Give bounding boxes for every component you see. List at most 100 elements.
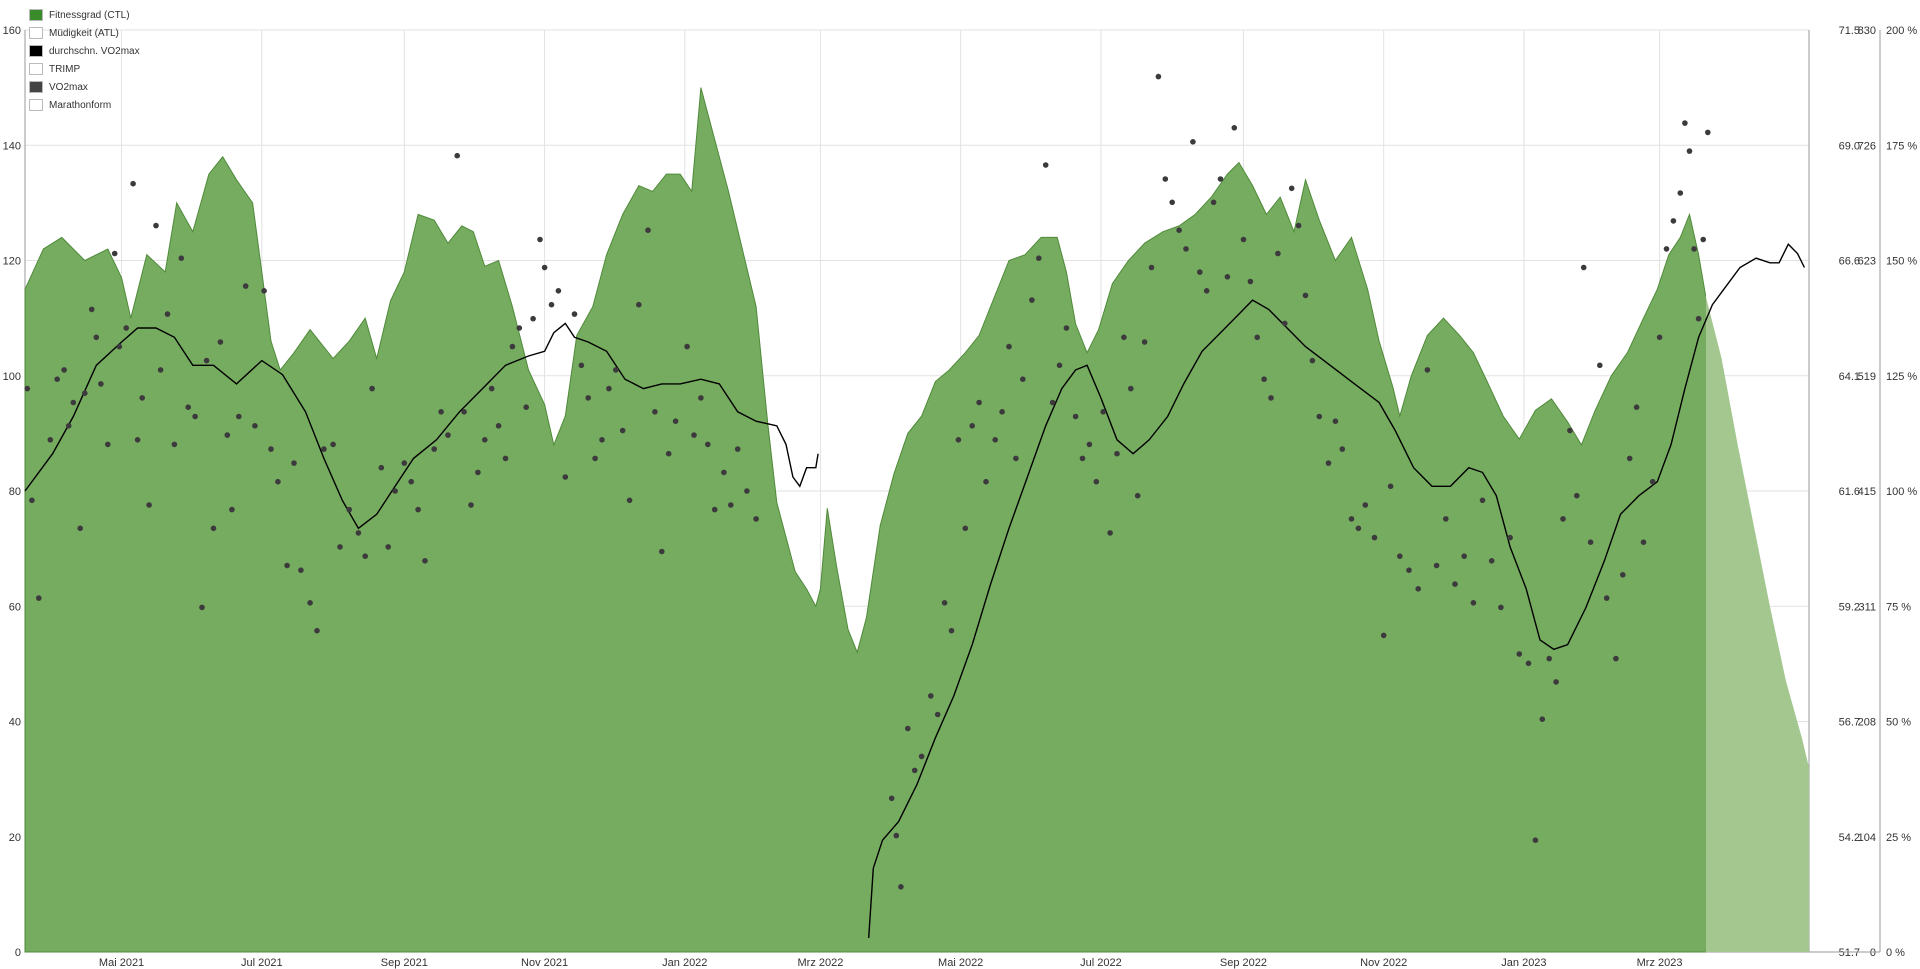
vo2max-point xyxy=(1705,129,1711,136)
legend-item-ctl[interactable]: Fitnessgrad (CTL) xyxy=(29,6,140,24)
vo2max-point xyxy=(1107,530,1113,536)
vo2max-point xyxy=(82,390,88,397)
vo2max-point xyxy=(888,795,895,802)
vo2max-point xyxy=(1452,581,1458,587)
vo2max-point xyxy=(1063,325,1070,331)
vo2max-point xyxy=(592,455,598,462)
vo2max-point xyxy=(482,437,488,443)
vo2max-point xyxy=(1128,385,1134,392)
vo2max-point xyxy=(36,595,42,601)
y-right-vo2max-tick-label: 66.6 xyxy=(1839,256,1860,268)
vo2max-point xyxy=(1029,297,1035,303)
vo2max-point xyxy=(1162,176,1169,182)
vo2max-point xyxy=(1546,655,1552,662)
ctl-area xyxy=(24,87,1707,953)
green-square-icon xyxy=(29,9,43,21)
y-left-tick-label: 60 xyxy=(9,601,21,613)
vo2max-point xyxy=(54,376,60,383)
vo2max-point xyxy=(728,502,734,508)
vo2max-point xyxy=(1190,139,1196,145)
vo2max-point xyxy=(1316,413,1323,420)
vo2max-point xyxy=(1479,497,1486,504)
vo2max-point xyxy=(523,404,529,411)
vo2max-point xyxy=(1380,632,1387,639)
vo2max-point xyxy=(1443,516,1449,522)
vo2max-point xyxy=(698,395,704,401)
vo2max-point xyxy=(445,432,451,438)
vo2max-point xyxy=(236,413,242,420)
legend-item-atl[interactable]: Müdigkeit (ATL) xyxy=(29,24,140,42)
vo2max-point xyxy=(541,264,548,271)
y-right-trimp-tick-label: 519 xyxy=(1858,371,1876,383)
vo2max-point xyxy=(438,409,444,415)
vo2max-point xyxy=(134,437,141,443)
vo2max-point xyxy=(928,693,934,699)
vo2max-point xyxy=(1539,716,1546,722)
vo2max-point xyxy=(555,288,562,294)
vo2max-point xyxy=(744,488,750,494)
vo2max-point xyxy=(1169,199,1175,206)
vo2max-point xyxy=(1397,553,1403,559)
vo2max-point xyxy=(948,627,955,634)
vo2max-point xyxy=(217,339,224,345)
vo2max-point xyxy=(116,343,123,350)
vo2max-point xyxy=(284,562,290,569)
vo2max-point xyxy=(1700,236,1706,243)
dark-square-icon xyxy=(29,81,43,93)
vo2max-point xyxy=(401,460,408,466)
vo2max-point xyxy=(1424,367,1431,373)
vo2max-point xyxy=(502,455,509,462)
vo2max-point xyxy=(1649,478,1656,485)
y-left-tick-label: 140 xyxy=(3,140,21,152)
vo2max-point xyxy=(369,385,375,392)
vo2max-point xyxy=(199,604,205,611)
vo2max-point xyxy=(1553,679,1559,685)
vo2max-point xyxy=(1282,320,1288,327)
vo2max-point xyxy=(1488,558,1495,564)
vo2max-point xyxy=(1362,502,1369,508)
white-square-icon xyxy=(29,63,43,75)
legend-label: Müdigkeit (ATL) xyxy=(49,27,119,39)
vo2max-point xyxy=(261,288,267,294)
x-tick-label: Sep 2022 xyxy=(1220,957,1267,969)
vo2max-point xyxy=(955,437,962,443)
y-left-tick-label: 40 xyxy=(9,717,21,729)
vo2max-point xyxy=(1295,222,1302,229)
vo2max-point xyxy=(619,427,626,434)
x-tick-label: Nov 2021 xyxy=(521,957,568,969)
vo2max-point xyxy=(146,502,152,508)
vo2max-point xyxy=(88,306,95,313)
vo2max-point xyxy=(314,627,320,634)
y-right-percent-tick-label: 25 % xyxy=(1886,832,1911,844)
vo2max-point xyxy=(1597,362,1603,369)
vo2max-point xyxy=(636,301,642,308)
vo2max-point xyxy=(298,567,304,573)
y-right-percent-tick-label: 50 % xyxy=(1886,717,1911,729)
legend-item-vo2max[interactable]: VO2max xyxy=(29,78,140,96)
vo2max-point xyxy=(1433,562,1440,569)
legend-item-marathonform[interactable]: Marathonform xyxy=(29,96,140,114)
vo2max-point xyxy=(268,446,274,452)
vo2max-point xyxy=(1387,483,1394,490)
vo2max-point xyxy=(495,423,502,429)
vo2max-point xyxy=(983,478,989,485)
vo2max-point xyxy=(509,343,516,350)
vo2max-point xyxy=(1275,250,1281,257)
vo2max-point xyxy=(1663,246,1670,252)
legend-label: durchschn. VO2max xyxy=(49,45,140,57)
vo2max-point xyxy=(1348,516,1355,522)
vo2max-point xyxy=(571,311,578,317)
vo2max-point xyxy=(516,325,523,331)
vo2max-point xyxy=(1633,404,1640,411)
vo2max-point xyxy=(1042,162,1049,168)
legend-item-trimp[interactable]: TRIMP xyxy=(29,60,140,78)
vo2max-point xyxy=(1224,274,1231,280)
y-left-tick-label: 120 xyxy=(3,256,21,268)
vo2max-point xyxy=(934,711,941,718)
legend-item-vo2max-avg[interactable]: durchschn. VO2max xyxy=(29,42,140,60)
vo2max-point xyxy=(337,544,343,550)
vo2max-point xyxy=(1013,455,1019,462)
x-tick-label: Mai 2021 xyxy=(99,957,144,969)
x-tick-label: Mrz 2022 xyxy=(798,957,844,969)
